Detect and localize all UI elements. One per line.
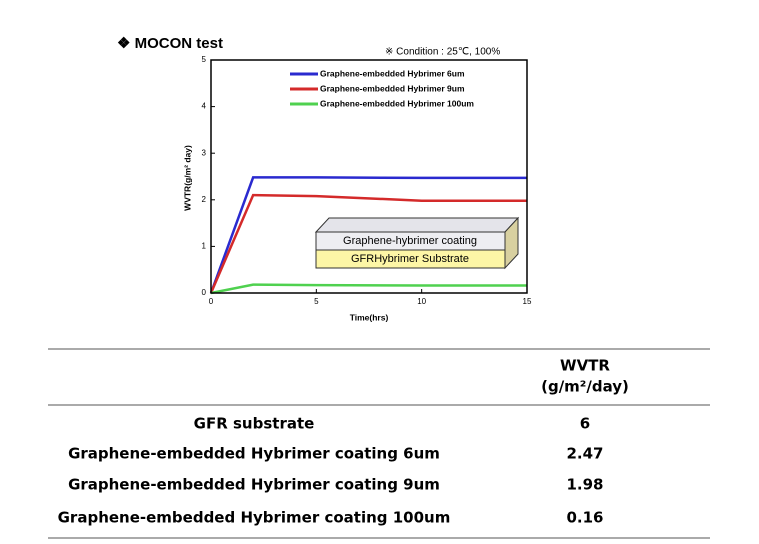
inset-substrate (315, 249, 506, 269)
row-value: 6 (580, 415, 590, 433)
inset-label: GFRHybrimer Substrate (351, 253, 469, 265)
row-value: 0.16 (566, 509, 603, 527)
y-tick-label: 4 (202, 102, 207, 111)
series-line (209, 193, 527, 294)
row-label: Graphene-embedded Hybrimer coating 6um (68, 445, 440, 463)
legend-label: Graphene-embedded Hybrimer 100um (320, 98, 474, 108)
y-tick-label: 3 (202, 148, 207, 157)
plot: 0 1 2 3 4 5 0 5 10 15 Graphene-embedded Hybrimer 6… (202, 55, 532, 306)
row-label: Graphene-embedded Hybrimer coating 100um (58, 509, 451, 527)
chart-title: ❖ MOCON test (117, 35, 223, 52)
table: WVTR (g/m²/day) GFR substrate 6 Graphene-e… (48, 348, 710, 539)
legend-label: Graphene-embedded Hybrimer 6um (320, 68, 465, 78)
row-value: 2.47 (566, 445, 603, 463)
plot-frame (210, 59, 528, 294)
row-value: 1.98 (566, 476, 603, 494)
y-tick-label: 1 (202, 242, 207, 251)
table-header: WVTR (560, 357, 610, 375)
inset-label: Graphene-hybrimer coating (343, 235, 477, 247)
annotation: ※ Condition : 25℃, 100% (385, 47, 500, 58)
inset: Graphene-hybrimer coating GFRHybrimer Su… (314, 216, 520, 270)
row-label: Graphene-embedded Hybrimer coating 9um (68, 476, 440, 494)
x-tick-label: 5 (314, 297, 319, 306)
series-line (209, 176, 527, 294)
x-tick-label: 10 (417, 297, 426, 306)
x-tick-label: 15 (523, 297, 532, 306)
table-header: (g/m²/day) (541, 378, 629, 396)
x-axis-label: Time(hrs) (350, 312, 389, 322)
row-label: GFR substrate (194, 415, 315, 433)
x-tick-label: 0 (209, 297, 214, 306)
y-tick-label: 2 (202, 195, 207, 204)
inset-top (314, 217, 520, 233)
series-line (210, 283, 527, 295)
y-tick-label: 5 (202, 55, 207, 64)
y-axis-label: WVTR(g/m² day) (182, 145, 192, 211)
y-tick-label: 0 (202, 288, 207, 297)
legend-label: Graphene-embedded Hybrimer 9um (320, 83, 465, 93)
